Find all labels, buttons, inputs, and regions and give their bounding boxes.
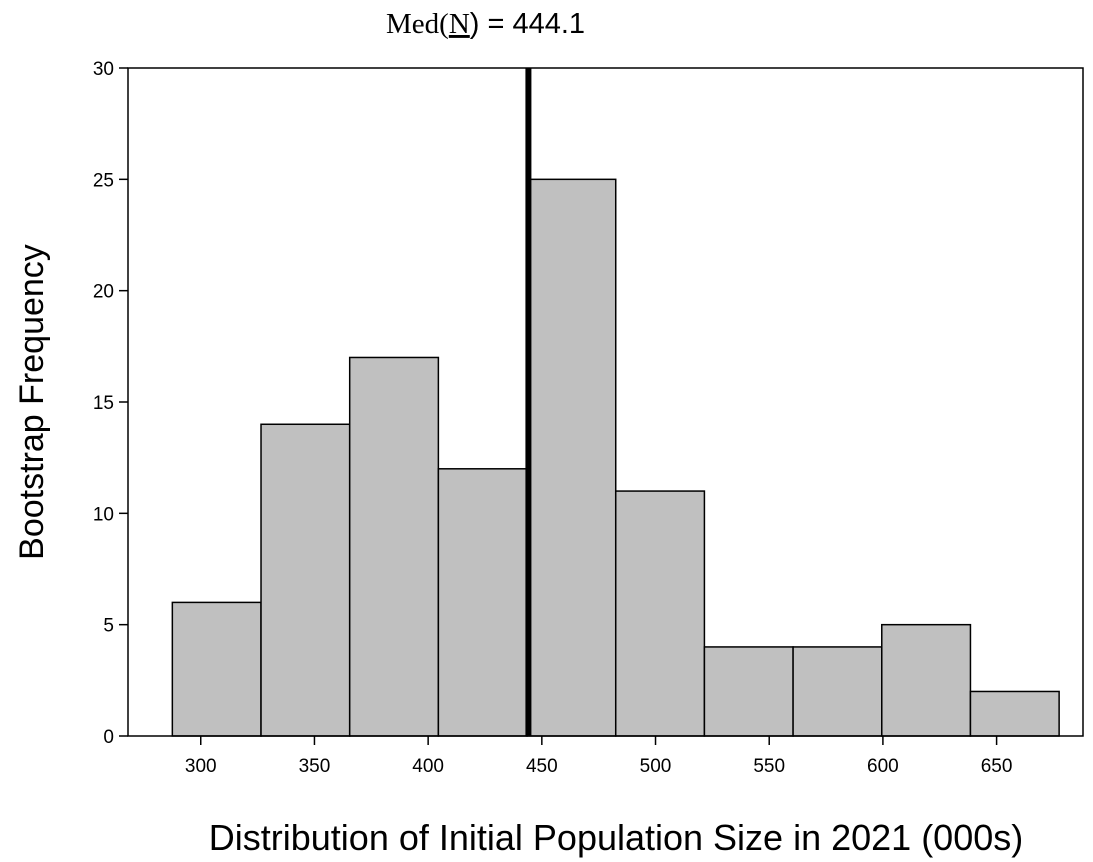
histogram-bar-9: [969, 690, 1060, 737]
histogram-bar-4: [526, 178, 617, 737]
chart-title-prefix: Med(: [386, 8, 449, 40]
svg-text:Med(N) = 444.1: Med(N) = 444.1: [386, 8, 585, 40]
x-tick-label-300: 300: [185, 756, 217, 777]
histogram-bar-1: [260, 423, 351, 737]
y-tick-label-0: 0: [103, 727, 114, 748]
histogram-bar-0: [171, 601, 262, 737]
x-tick-label-650: 650: [981, 756, 1013, 777]
y-tick-label-10: 10: [93, 504, 114, 525]
histogram-bar-2: [348, 356, 440, 737]
y-axis-label: Bootstrap Frequency: [13, 244, 51, 560]
y-tick-label-20: 20: [93, 282, 114, 303]
y-tick-label-25: 25: [93, 170, 114, 191]
histogram-bar-3: [437, 468, 528, 737]
histogram-bar-8: [881, 623, 972, 737]
chart-title-symbol: N: [449, 8, 470, 40]
x-tick-label-600: 600: [867, 756, 899, 777]
chart-title: Med(N) = 444.1: [386, 8, 585, 40]
x-tick-label-400: 400: [412, 756, 444, 777]
y-tick-label-15: 15: [93, 393, 114, 414]
histogram-bar-5: [614, 490, 706, 737]
x-tick-label-500: 500: [640, 756, 672, 777]
chart-title-suffix: ) = 444.1: [470, 8, 585, 40]
histogram-bar-6: [703, 646, 794, 737]
x-axis: 300 350 400 450 500 550 600 650: [185, 736, 1013, 777]
x-tick-label-550: 550: [753, 756, 785, 777]
y-tick-label-30: 30: [93, 59, 114, 80]
y-axis: 0 5 10 15 20 25 30: [93, 59, 128, 748]
x-tick-label-450: 450: [526, 756, 558, 777]
histogram-bar-7: [792, 646, 883, 737]
x-tick-label-350: 350: [299, 756, 331, 777]
y-tick-label-5: 5: [103, 616, 114, 637]
x-axis-label: Distribution of Initial Population Size …: [209, 817, 1023, 858]
histogram-bars: [171, 178, 1060, 737]
